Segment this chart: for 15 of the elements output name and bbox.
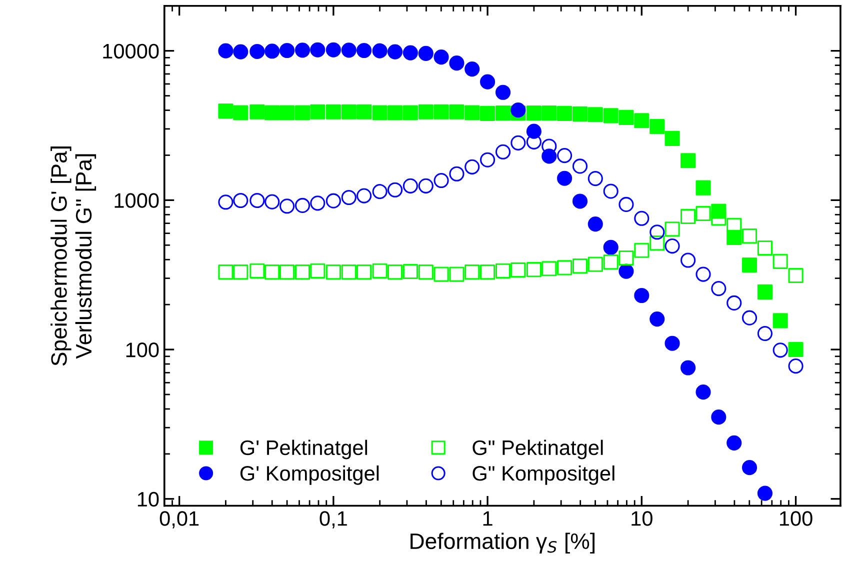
legend-label: G' Pektinatgel xyxy=(240,440,368,460)
y-tick-label: 10000 xyxy=(103,44,159,59)
x-tick-label: 0,01 xyxy=(160,511,199,528)
x-tick-label: 10 xyxy=(632,511,652,526)
x-tick-label: 1 xyxy=(483,511,492,526)
legend-label: G" Kompositgel xyxy=(472,465,614,485)
x-tick-label: 100 xyxy=(780,511,812,526)
y-axis-title: Speichermodul G' [Pa] Verlustmodul G'' [Pa] xyxy=(50,146,96,366)
y-tick-label: 100 xyxy=(126,342,159,358)
legend-label: G' Kompositgel xyxy=(240,465,379,485)
legend-label: G" Pektinatgel xyxy=(472,440,603,460)
x-tick-label: 0,1 xyxy=(320,511,347,528)
y-tick-label: 10 xyxy=(138,492,159,507)
x-axis-title: Deformation γ$_{S}$ [%] xyxy=(410,532,594,554)
y-tick-label: 1000 xyxy=(114,193,159,208)
